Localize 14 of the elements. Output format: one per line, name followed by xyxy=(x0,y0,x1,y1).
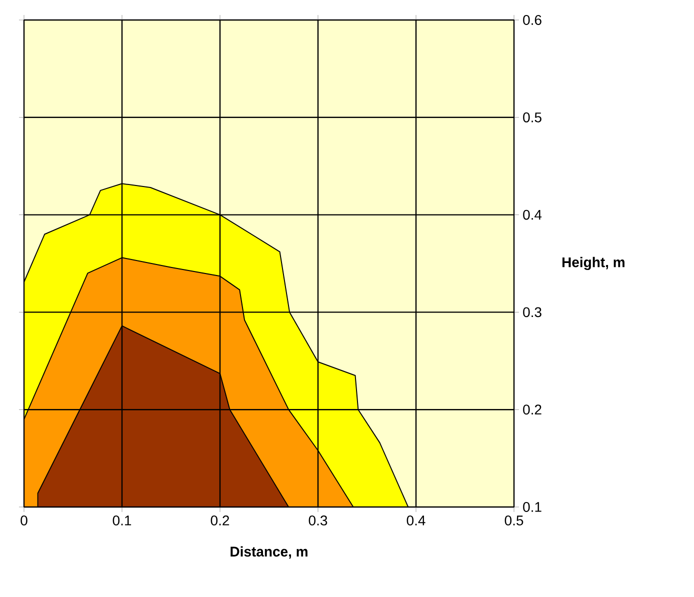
x-tick-label: 0.3 xyxy=(308,516,328,526)
y-tick-label: 0.4 xyxy=(523,210,542,220)
x-tick-label: 0.2 xyxy=(210,516,230,526)
x-tick-label: 0.1 xyxy=(112,516,132,526)
x-tick-label: 0.4 xyxy=(406,516,426,526)
x-tick-label: 0.5 xyxy=(504,516,524,526)
y-tick-label: 0.3 xyxy=(523,307,542,318)
y-axis-title: Height, m xyxy=(562,256,624,270)
x-tick-label: 0 xyxy=(20,516,28,526)
y-tick-label: 0.6 xyxy=(523,15,542,25)
y-tick-label: 0.5 xyxy=(523,112,542,122)
x-axis-title: Distance, m xyxy=(230,546,308,559)
y-tick-label: 0.1 xyxy=(523,502,542,512)
y-tick-label: 0.2 xyxy=(523,404,542,415)
